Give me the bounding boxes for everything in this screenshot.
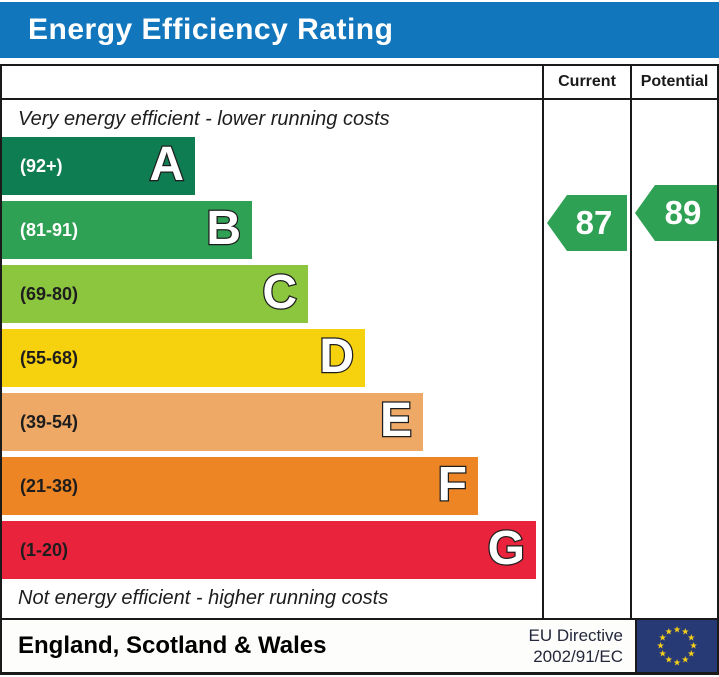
band-letter-e: E	[379, 393, 414, 449]
band-row-a: (92+) A	[2, 137, 195, 195]
caption-not-efficient: Not energy efficient - higher running co…	[18, 587, 389, 609]
band-range-f: (21-38)	[20, 475, 79, 496]
header-spacer-cell	[2, 66, 542, 100]
band-range-a: (92+)	[20, 155, 63, 176]
eu-directive-line2: 2002/91/EC	[533, 647, 623, 666]
band-letter-f: F	[436, 457, 468, 513]
band-range-g: (1-20)	[20, 539, 69, 560]
potential-rating-value: 89	[664, 194, 702, 231]
eu-flag-star: ★	[664, 626, 673, 637]
eu-flag-star: ★	[672, 657, 682, 667]
band-letter-d: D	[318, 329, 355, 385]
potential-column-header: Potential	[630, 66, 717, 100]
band-row-g: (1-20) G	[2, 521, 536, 579]
potential-column-body: 89	[630, 100, 717, 618]
eu-flag-star: ★	[672, 624, 682, 634]
eu-flag-star: ★	[687, 632, 696, 643]
band-letter-b: B	[205, 201, 242, 257]
band-letter-g: G	[486, 521, 526, 577]
eu-flag-star: ★	[658, 648, 667, 659]
eu-flag-star: ★	[664, 654, 673, 665]
eu-flag-star: ★	[687, 648, 696, 659]
band-range-c: (69-80)	[20, 283, 79, 304]
band-range-e: (39-54)	[20, 411, 79, 432]
footer-bar: England, Scotland & Wales EU Directive 2…	[0, 620, 719, 675]
eu-directive-line1: EU Directive	[528, 626, 623, 645]
current-column-header: Current	[542, 66, 630, 100]
eu-flag-icon: ★ ★ ★ ★ ★ ★ ★ ★ ★ ★ ★ ★	[635, 620, 717, 672]
band-letter-c: C	[261, 265, 298, 321]
current-column-body: 87	[542, 100, 630, 618]
band-row-b: (81-91) B	[2, 201, 252, 259]
eu-flag-star: ★	[681, 654, 690, 665]
eu-flag-star: ★	[656, 640, 665, 651]
potential-rating-arrow: 89	[635, 185, 717, 241]
band-row-c: (69-80) C	[2, 265, 308, 323]
bands-column: Very energy efficient - lower running co…	[2, 100, 542, 618]
eu-flag-star: ★	[658, 632, 667, 643]
page-title: Energy Efficiency Rating	[28, 13, 394, 46]
caption-efficient: Very energy efficient - lower running co…	[18, 108, 390, 130]
band-letter-a: A	[148, 137, 185, 193]
eu-flag-star: ★	[689, 640, 698, 651]
current-rating-arrow: 87	[547, 195, 627, 251]
region-label: England, Scotland & Wales	[18, 632, 327, 659]
band-row-e: (39-54) E	[2, 393, 423, 451]
eu-directive-label: EU Directive 2002/91/EC	[529, 625, 623, 667]
current-rating-value: 87	[575, 204, 613, 241]
band-row-f: (21-38) F	[2, 457, 478, 515]
band-range-b: (81-91)	[20, 219, 79, 240]
band-range-d: (55-68)	[20, 347, 79, 368]
band-row-d: (55-68) D	[2, 329, 365, 387]
title-bar: Energy Efficiency Rating	[0, 2, 719, 58]
energy-rating-chart: Current Potential Very energy efficient …	[0, 64, 719, 620]
eu-flag-star: ★	[681, 626, 690, 637]
